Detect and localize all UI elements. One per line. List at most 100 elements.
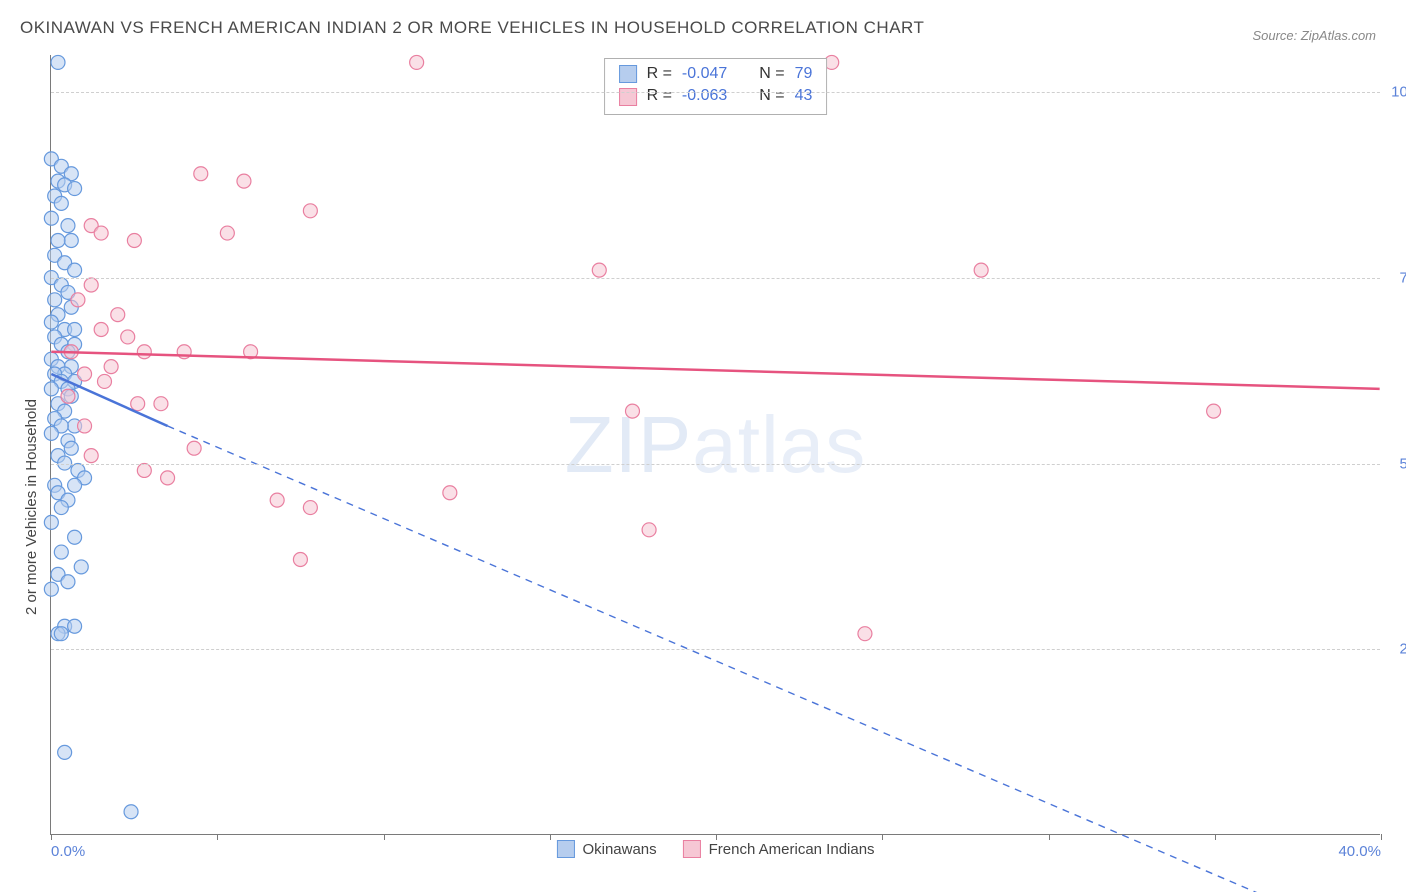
- data-point: [974, 263, 988, 277]
- data-point: [54, 501, 68, 515]
- legend-swatch: [683, 840, 701, 858]
- chart-container: OKINAWAN VS FRENCH AMERICAN INDIAN 2 OR …: [0, 0, 1406, 892]
- data-point: [71, 293, 85, 307]
- legend-item: Okinawans: [556, 840, 656, 858]
- chart-title: OKINAWAN VS FRENCH AMERICAN INDIAN 2 OR …: [20, 18, 924, 38]
- data-point: [161, 471, 175, 485]
- data-point: [410, 55, 424, 69]
- data-point: [97, 374, 111, 388]
- x-tick-label: 40.0%: [1338, 843, 1381, 860]
- data-point: [64, 233, 78, 247]
- data-point: [154, 397, 168, 411]
- x-tick: [1381, 834, 1382, 840]
- r-label: R =: [647, 63, 672, 85]
- x-tick: [217, 834, 218, 840]
- data-point: [54, 627, 68, 641]
- data-point: [303, 501, 317, 515]
- bottom-legend: Okinawans French American Indians: [556, 840, 874, 858]
- data-point: [642, 523, 656, 537]
- data-point: [124, 805, 138, 819]
- x-tick: [384, 834, 385, 840]
- data-point: [303, 204, 317, 218]
- scatter-svg: [51, 55, 1380, 834]
- stat-row: R = -0.063 N = 43: [619, 85, 813, 107]
- data-point: [270, 493, 284, 507]
- gridline: [51, 464, 1380, 465]
- data-point: [44, 315, 58, 329]
- data-point: [78, 367, 92, 381]
- stat-row: R = -0.047N = 79: [619, 63, 813, 85]
- gridline: [51, 92, 1380, 93]
- data-point: [68, 182, 82, 196]
- data-point: [51, 55, 65, 69]
- data-point: [137, 345, 151, 359]
- data-point: [1207, 404, 1221, 418]
- data-point: [220, 226, 234, 240]
- data-point: [94, 226, 108, 240]
- r-value: -0.063: [682, 85, 727, 107]
- x-tick: [1049, 834, 1050, 840]
- r-label: R =: [647, 85, 672, 107]
- data-point: [44, 515, 58, 529]
- data-point: [61, 389, 75, 403]
- data-point: [625, 404, 639, 418]
- data-point: [187, 441, 201, 455]
- gridline: [51, 649, 1380, 650]
- data-point: [51, 233, 65, 247]
- correlation-stats-box: R = -0.047N = 79R = -0.063 N = 43: [604, 58, 828, 115]
- trend-line-extrapolated: [168, 426, 1380, 892]
- data-point: [68, 530, 82, 544]
- plot-area: ZIPatlas R = -0.047N = 79R = -0.063N = 4…: [50, 55, 1380, 835]
- data-point: [127, 233, 141, 247]
- data-point: [121, 330, 135, 344]
- y-axis-label: 2 or more Vehicles in Household: [23, 399, 40, 615]
- x-tick: [550, 834, 551, 840]
- data-point: [858, 627, 872, 641]
- legend-item: French American Indians: [683, 840, 875, 858]
- data-point: [84, 449, 98, 463]
- legend-swatch: [556, 840, 574, 858]
- data-point: [592, 263, 606, 277]
- data-point: [54, 545, 68, 559]
- data-point: [68, 619, 82, 633]
- legend-swatch: [619, 88, 637, 106]
- n-label: N =: [759, 63, 784, 85]
- data-point: [44, 382, 58, 396]
- legend-label: Okinawans: [582, 841, 656, 858]
- x-tick-label: 0.0%: [51, 843, 85, 860]
- data-point: [237, 174, 251, 188]
- data-point: [111, 308, 125, 322]
- n-value: 79: [795, 63, 813, 85]
- n-label: N =: [759, 85, 784, 107]
- data-point: [61, 575, 75, 589]
- trend-line: [51, 352, 1379, 389]
- x-tick: [882, 834, 883, 840]
- data-point: [58, 745, 72, 759]
- data-point: [137, 463, 151, 477]
- data-point: [94, 323, 108, 337]
- data-point: [68, 323, 82, 337]
- gridline: [51, 278, 1380, 279]
- data-point: [443, 486, 457, 500]
- data-point: [84, 278, 98, 292]
- data-point: [293, 553, 307, 567]
- data-point: [61, 219, 75, 233]
- data-point: [74, 560, 88, 574]
- data-point: [44, 211, 58, 225]
- data-point: [54, 196, 68, 210]
- y-tick-label: 75.0%: [1399, 269, 1406, 286]
- data-point: [104, 360, 118, 374]
- y-tick-label: 100.0%: [1391, 84, 1406, 101]
- n-value: 43: [795, 85, 813, 107]
- data-point: [44, 426, 58, 440]
- data-point: [194, 167, 208, 181]
- data-point: [131, 397, 145, 411]
- y-tick-label: 25.0%: [1399, 641, 1406, 658]
- data-point: [78, 419, 92, 433]
- x-tick: [1215, 834, 1216, 840]
- data-point: [68, 263, 82, 277]
- x-tick: [51, 834, 52, 840]
- data-point: [64, 441, 78, 455]
- data-point: [48, 293, 62, 307]
- data-point: [44, 582, 58, 596]
